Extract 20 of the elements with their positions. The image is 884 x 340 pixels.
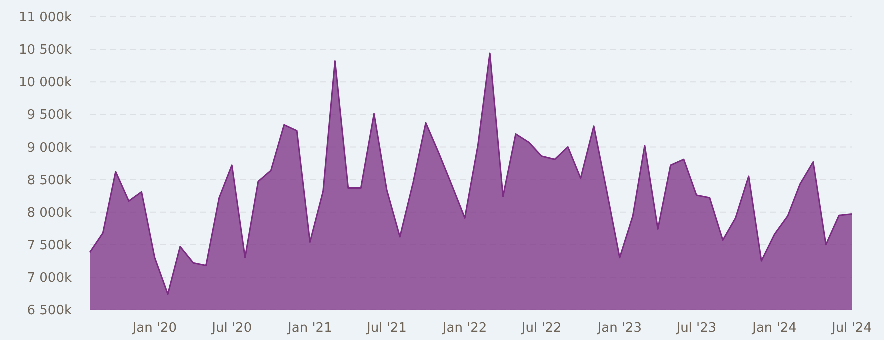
y-tick-label: 7 500k [27,238,72,254]
x-tick-label: Jul '24 [831,321,872,336]
y-tick-label: 9 000k [27,140,72,156]
y-tick-label: 9 500k [27,108,72,124]
x-tick-label: Jul '20 [211,321,252,336]
y-tick-label: 7 000k [27,270,72,286]
y-tick-label: 11 000k [18,10,72,26]
y-tick-label: 8 000k [27,206,72,221]
x-tick-label: Jan '21 [287,321,332,336]
x-tick-label: Jan '23 [596,321,642,336]
y-tick-label: 8 500k [27,173,72,188]
x-tick-label: Jan '22 [442,321,488,336]
y-tick-label: 10 000k [18,76,72,91]
x-tick-label: Jul '23 [676,321,717,336]
y-tick-label: 10 500k [18,43,72,58]
x-tick-label: Jul '21 [366,321,407,336]
x-tick-label: Jul '22 [520,321,562,336]
x-tick-label: Jan '24 [752,321,797,336]
x-tick-label: Jan '20 [132,321,178,336]
y-tick-label: 6 500k [27,304,72,319]
